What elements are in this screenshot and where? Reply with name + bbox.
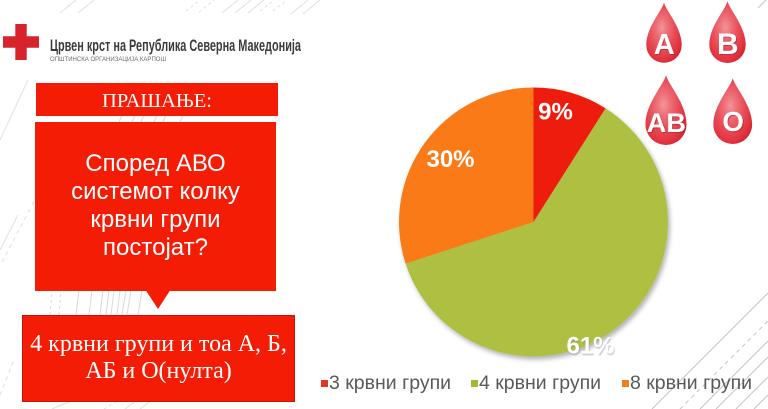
svg-text:61%: 61% xyxy=(566,333,614,360)
svg-text:O: O xyxy=(722,106,744,137)
svg-text:61%: 61% xyxy=(567,335,615,362)
svg-text:B: B xyxy=(717,28,739,61)
svg-text:30%: 30% xyxy=(426,146,474,173)
svg-text:9%: 9% xyxy=(538,99,573,126)
svg-text:A: A xyxy=(655,30,676,62)
svg-text:B: B xyxy=(718,29,740,62)
svg-text:ОПШТИНСКА ОРГАНИЗАЦИЈА КАРПОШ: ОПШТИНСКА ОРГАНИЗАЦИЈА КАРПОШ xyxy=(50,56,166,63)
svg-text:O: O xyxy=(723,107,745,138)
svg-text:AB: AB xyxy=(648,108,687,139)
svg-text:AB: AB xyxy=(647,107,686,138)
svg-text:Црвен крст на Република Северн: Црвен крст на Република Северна Македони… xyxy=(50,36,301,55)
svg-text:A: A xyxy=(654,29,675,61)
